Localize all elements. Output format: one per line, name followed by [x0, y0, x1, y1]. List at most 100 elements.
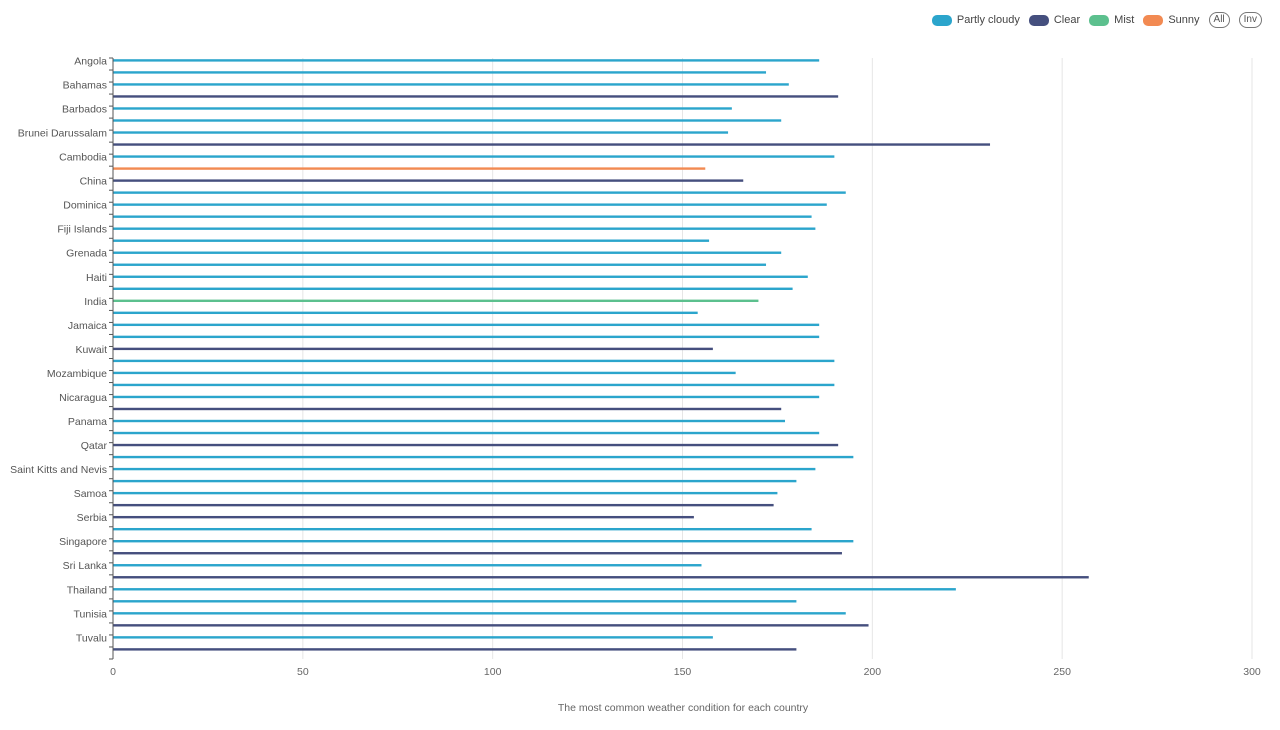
x-tick-label: 200 — [864, 666, 882, 678]
bar — [113, 167, 706, 170]
legend-item-sunny[interactable]: Sunny — [1143, 14, 1200, 26]
legend-label: Mist — [1114, 14, 1135, 26]
legend: Partly cloudy Clear Mist Sunny All Inv — [931, 12, 1262, 28]
y-tick-label: Haiti — [86, 272, 107, 284]
legend-invert-button[interactable]: Inv — [1238, 12, 1262, 28]
legend-swatch — [1089, 14, 1110, 26]
bar — [113, 263, 767, 266]
bar — [113, 479, 797, 483]
bar — [113, 239, 710, 242]
y-tick-label: Angola — [74, 55, 107, 67]
legend-item-mist[interactable]: Mist — [1089, 14, 1134, 26]
bar — [113, 215, 812, 218]
y-tick-label: Singapore — [59, 536, 107, 548]
bar — [113, 600, 797, 603]
bar — [113, 503, 774, 507]
legend-label: Partly cloudy — [956, 14, 1020, 26]
bar — [113, 275, 808, 278]
bar — [113, 131, 729, 134]
bars — [113, 59, 1089, 651]
y-tick-label: China — [80, 176, 108, 188]
y-axis: Angola Bahamas Barbados Brunei Darussalam Ca… — [10, 55, 114, 660]
legend-swatch — [931, 14, 952, 26]
bar — [113, 227, 816, 230]
x-tick-label: 50 — [297, 666, 309, 678]
bar — [113, 359, 835, 363]
bar — [113, 455, 854, 459]
bar — [113, 119, 782, 122]
legend-item-partly-cloudy[interactable]: Partly cloudy — [931, 14, 1020, 26]
y-tick-label: Saint Kitts and Nevis — [10, 464, 107, 476]
y-tick-label: Bahamas — [63, 79, 107, 91]
y-tick-label: Samoa — [74, 488, 107, 500]
y-tick-label: Fiji Islands — [57, 224, 107, 236]
bar — [113, 540, 854, 543]
bar — [113, 155, 835, 158]
bar — [113, 467, 816, 471]
bar — [113, 287, 793, 290]
bar — [113, 59, 820, 62]
y-tick-label: Mozambique — [47, 368, 107, 380]
bar — [113, 71, 767, 74]
bar — [113, 347, 713, 351]
bar — [113, 323, 820, 327]
bar — [113, 648, 797, 651]
y-tick-label: Tunisia — [74, 608, 108, 620]
bar — [113, 588, 956, 591]
y-tick-label: Nicaragua — [59, 392, 107, 404]
y-tick-label: Brunei Darussalam — [18, 128, 108, 140]
y-tick-label: Kuwait — [75, 344, 107, 356]
bar — [113, 419, 786, 423]
bar — [113, 179, 744, 182]
bar — [113, 83, 789, 86]
y-tick-label: India — [84, 296, 107, 308]
bar — [113, 371, 736, 375]
bar — [113, 383, 835, 387]
bar — [113, 251, 782, 254]
bar — [113, 407, 782, 411]
legend-swatch — [1143, 14, 1164, 26]
bar — [113, 552, 842, 555]
y-tick-label: Cambodia — [59, 152, 107, 164]
y-tick-label: Barbados — [62, 103, 107, 115]
y-tick-label: Qatar — [81, 440, 108, 452]
bar — [113, 515, 694, 519]
legend-swatch — [1028, 14, 1049, 26]
bar — [113, 107, 732, 110]
y-tick-label: Serbia — [77, 512, 108, 524]
bar — [113, 431, 820, 435]
x-tick-label: 300 — [1243, 666, 1261, 678]
bar — [113, 527, 812, 531]
bar — [113, 311, 698, 315]
x-tick-label: 150 — [674, 666, 692, 678]
bar — [113, 203, 827, 206]
x-axis: 0 50 100 150 200 250 300 — [110, 666, 1261, 678]
bar — [113, 395, 820, 399]
x-tick-label: 0 — [110, 666, 116, 678]
legend-label: Sunny — [1168, 14, 1200, 26]
bar — [113, 612, 846, 615]
y-tick-label: Tuvalu — [76, 632, 107, 644]
y-tick-label: Sri Lanka — [63, 560, 108, 572]
bar — [113, 443, 839, 447]
y-tick-label: Dominica — [63, 200, 107, 212]
bar — [113, 624, 869, 627]
bar — [113, 576, 1089, 579]
x-tick-label: 250 — [1053, 666, 1071, 678]
legend-label: Clear — [1053, 14, 1081, 26]
bar — [113, 636, 713, 639]
bar — [113, 143, 991, 146]
y-tick-label: Thailand — [67, 584, 107, 596]
bar — [113, 191, 846, 194]
legend-item-clear[interactable]: Clear — [1028, 14, 1081, 26]
y-tick-label: Jamaica — [68, 320, 107, 332]
bar — [113, 335, 820, 339]
bar — [113, 491, 778, 495]
x-axis-label: The most common weather condition for ea… — [558, 702, 809, 714]
bar — [113, 95, 839, 98]
bar — [113, 299, 759, 303]
legend-all-button[interactable]: All — [1208, 12, 1230, 28]
y-tick-label: Grenada — [66, 248, 107, 260]
